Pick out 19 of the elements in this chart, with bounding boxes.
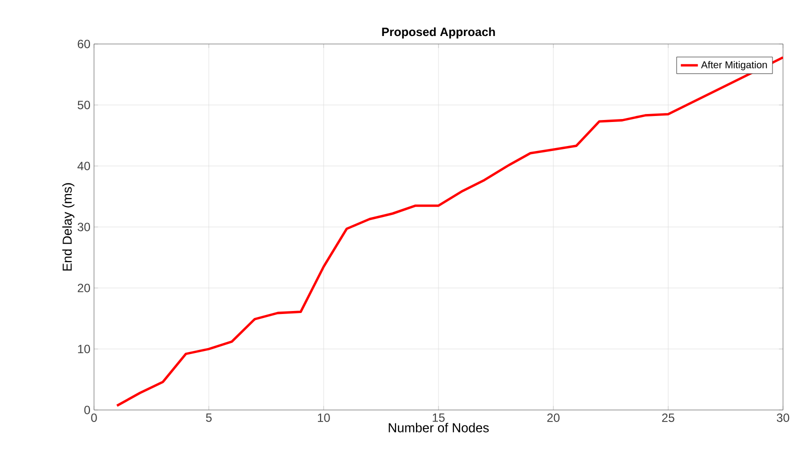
- y-tick-label: 50: [78, 100, 90, 110]
- y-tick-label: 30: [78, 222, 90, 232]
- x-tick-label: 30: [776, 414, 790, 422]
- x-tick-label: 25: [662, 414, 674, 422]
- y-tick-label: 10: [78, 344, 90, 354]
- y-tick-label: 40: [77, 162, 90, 170]
- y-tick-label: 60: [78, 40, 90, 48]
- x-tick-label: 0: [91, 414, 97, 422]
- x-tick-label: 5: [206, 414, 212, 422]
- x-axis-title: Number of Nodes: [388, 422, 489, 432]
- y-axis-title: End Delay (ms): [62, 183, 74, 271]
- legend-label: After Mitigation: [701, 60, 767, 70]
- chart-title: Proposed Approach: [382, 27, 495, 38]
- x-tick-label: 20: [547, 414, 560, 422]
- y-tick-label: 20: [78, 284, 90, 292]
- line-series: [116, 56, 784, 407]
- x-tick-label: 10: [318, 414, 330, 422]
- y-tick-label: 0: [84, 406, 90, 414]
- x-tick-label: 15: [432, 414, 445, 422]
